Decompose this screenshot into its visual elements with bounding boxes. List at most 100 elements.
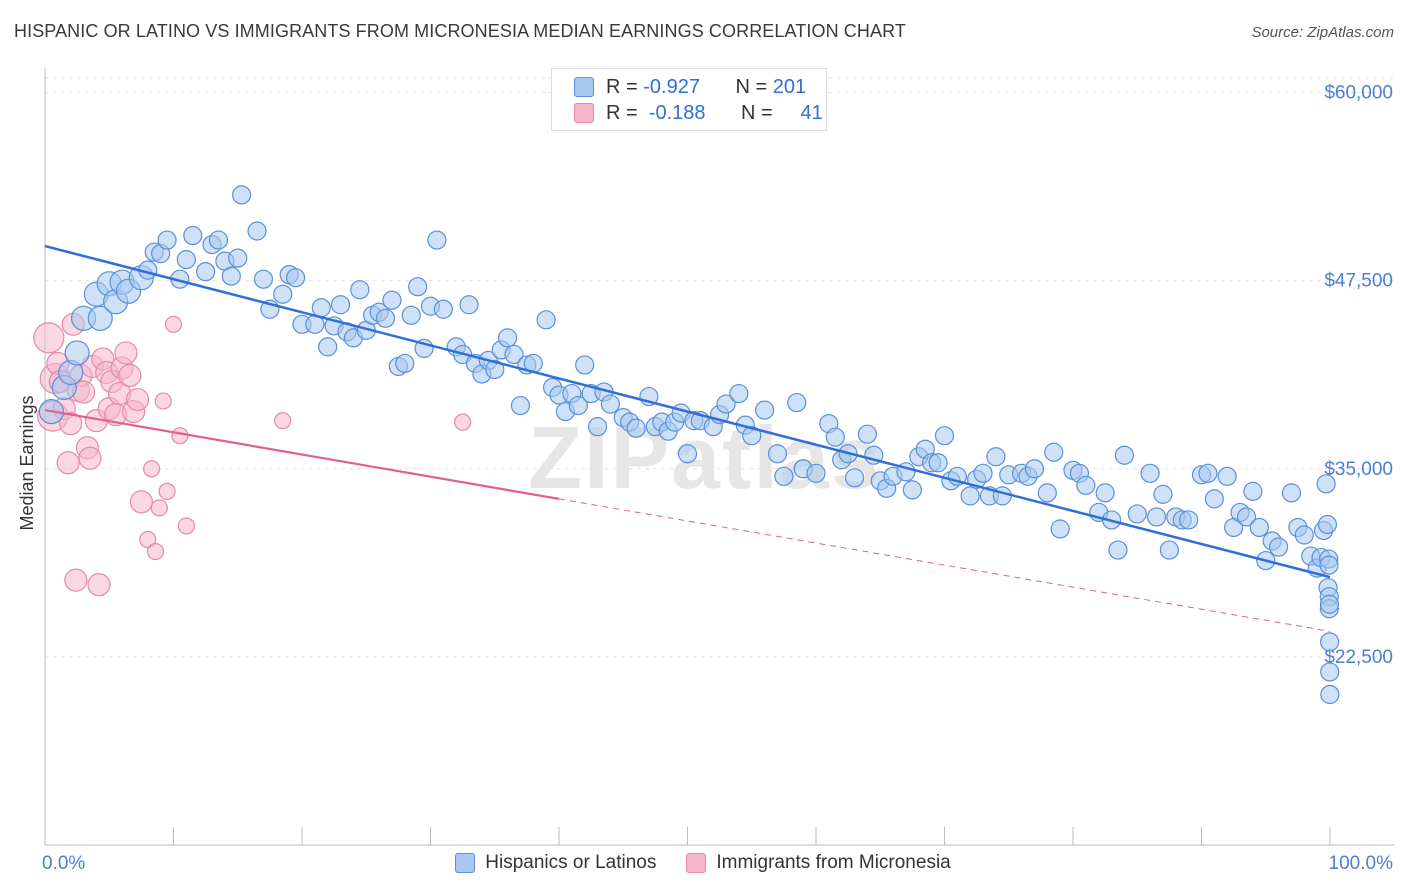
data-point	[459, 295, 479, 315]
data-point	[1159, 540, 1179, 560]
legend-row-hispanic: R = -0.927 N = 201	[574, 75, 806, 99]
data-point	[498, 328, 518, 348]
data-point	[1114, 445, 1135, 465]
data-point	[454, 413, 472, 431]
n-value: 201	[772, 75, 807, 98]
data-point	[844, 468, 865, 488]
data-point	[78, 446, 102, 470]
data-point	[1249, 517, 1269, 538]
legend-label: Immigrants from Micronesia	[716, 852, 951, 873]
data-point	[587, 417, 608, 437]
data-point	[139, 530, 157, 549]
data-point	[729, 383, 749, 404]
n-value: 41	[800, 101, 823, 124]
y-tick-label: $22,500	[1324, 647, 1393, 668]
data-point	[1153, 484, 1173, 504]
data-point	[1024, 459, 1045, 479]
data-point	[311, 298, 331, 318]
y-tick-label: $47,500	[1324, 271, 1393, 292]
trendline-micronesia-extension	[558, 498, 1331, 632]
data-point	[427, 230, 447, 250]
data-point	[253, 269, 274, 289]
data-point	[536, 310, 556, 330]
data-point	[171, 427, 189, 445]
data-point	[318, 337, 338, 357]
data-point	[208, 230, 229, 250]
data-point	[64, 340, 90, 366]
data-point	[143, 460, 161, 478]
x-tick-label: 100.0%	[1329, 853, 1394, 874]
data-point	[164, 315, 183, 333]
series-legend: Hispanics or Latinos Immigrants from Mic…	[0, 852, 1406, 874]
data-point	[742, 426, 762, 446]
data-point	[1146, 507, 1167, 527]
chart-title: HISPANIC OR LATINO VS IMMIGRANTS FROM MI…	[14, 21, 906, 41]
data-point	[986, 447, 1006, 467]
legend-swatch-pink	[686, 853, 707, 873]
data-point	[934, 426, 955, 446]
data-point	[1281, 483, 1302, 503]
n-label: N =	[741, 101, 773, 124]
data-point	[973, 463, 993, 483]
data-point	[716, 394, 736, 414]
data-point	[1320, 662, 1340, 682]
data-point	[330, 295, 351, 315]
data-point	[118, 363, 142, 388]
data-point	[176, 250, 196, 270]
data-point	[114, 341, 138, 365]
data-point	[150, 499, 168, 517]
x-tick-label: 0.0%	[42, 853, 85, 874]
hispanic-points	[38, 185, 1340, 705]
data-point	[1268, 537, 1289, 557]
data-point	[64, 568, 88, 592]
data-point	[992, 486, 1012, 506]
trendlines	[44, 244, 1331, 632]
data-point	[1243, 481, 1263, 501]
data-point	[196, 262, 216, 282]
data-point	[1108, 540, 1128, 560]
data-point	[902, 480, 922, 500]
data-point	[1198, 463, 1218, 483]
data-point	[375, 308, 396, 328]
data-point	[273, 284, 293, 304]
data-point	[1320, 684, 1340, 705]
data-point	[928, 453, 948, 473]
legend-swatch-blue	[455, 853, 476, 873]
data-point	[274, 412, 292, 430]
data-point	[395, 353, 415, 374]
data-point	[600, 394, 621, 414]
data-point	[1317, 514, 1338, 535]
data-point	[221, 266, 241, 286]
r-label: R =	[606, 75, 638, 98]
data-point	[1294, 525, 1314, 545]
data-point	[677, 444, 698, 464]
data-point	[158, 482, 176, 500]
r-value: -0.188	[648, 101, 706, 124]
data-point	[1319, 555, 1339, 575]
data-point	[146, 542, 165, 561]
data-point	[1319, 594, 1340, 614]
data-point	[1217, 466, 1237, 486]
data-point	[285, 268, 306, 288]
y-tick-label: $35,000	[1324, 459, 1393, 480]
data-point	[806, 463, 826, 483]
data-point	[1095, 483, 1115, 503]
data-point	[575, 355, 595, 375]
grid	[45, 77, 1395, 658]
y-tick-label: $60,000	[1324, 83, 1393, 104]
data-point	[754, 400, 775, 420]
data-point	[154, 392, 172, 410]
data-point	[774, 466, 794, 486]
legend-item-micronesia[interactable]: Immigrants from Micronesia	[686, 852, 951, 874]
data-point	[247, 221, 267, 241]
data-point	[33, 322, 65, 354]
legend-item-hispanic[interactable]: Hispanics or Latinos	[455, 852, 656, 874]
y-axis-label: Median Earnings	[17, 395, 37, 530]
data-point	[1127, 504, 1147, 524]
legend-label: Hispanics or Latinos	[485, 852, 657, 873]
data-point	[1236, 507, 1257, 527]
data-point	[125, 387, 150, 412]
data-point	[382, 290, 402, 310]
data-point	[626, 418, 646, 438]
data-point	[87, 305, 113, 331]
